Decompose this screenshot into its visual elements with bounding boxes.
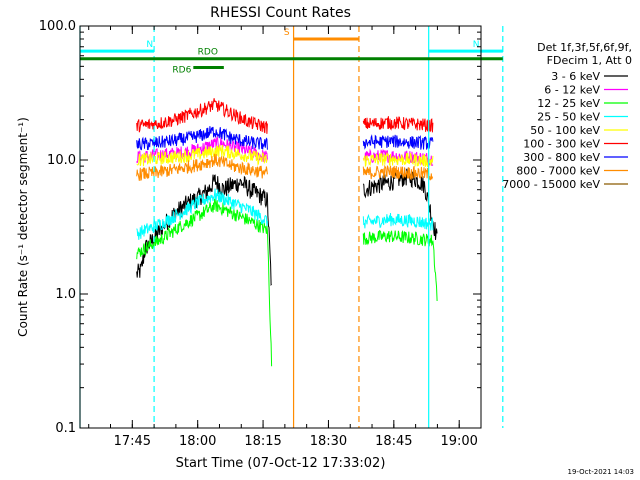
plot-frame xyxy=(79,25,482,429)
legend-entry-label: 7000 - 15000 keV xyxy=(502,178,600,191)
x-tick-label: 18:00 xyxy=(179,434,216,449)
legend-entry-label: 100 - 300 keV xyxy=(523,138,600,151)
series-line xyxy=(136,144,268,167)
series-line xyxy=(362,116,434,133)
chart-title: RHESSI Count Rates xyxy=(210,5,351,21)
y-tick-label: 100.0 xyxy=(39,19,76,34)
state-label: RD6 xyxy=(172,66,191,76)
x-axis-label: Start Time (07-Oct-12 17:33:02) xyxy=(176,456,386,471)
state-label: RDO xyxy=(198,48,218,58)
series-line xyxy=(136,198,273,367)
y-axis-label: Count Rate (s⁻¹ detector segment⁻¹) xyxy=(16,117,30,337)
series-line xyxy=(136,188,268,240)
legend-header-line: FDecim 1, Att 0 xyxy=(546,54,632,67)
y-tick-label: 1.0 xyxy=(55,287,76,302)
legend-entry-label: 800 - 7000 keV xyxy=(516,165,600,178)
series-line xyxy=(136,174,272,287)
series-line xyxy=(362,164,434,181)
x-tick-label: 19:00 xyxy=(440,434,477,449)
legend-header-line: Det 1f,3f,5f,6f,9f, xyxy=(537,41,632,54)
state-label: N xyxy=(473,40,480,50)
legend-header: Det 1f,3f,5f,6f,9f, FDecim 1, Att 0 xyxy=(537,41,632,67)
legend-entry-label: 12 - 25 keV xyxy=(537,97,600,110)
x-tick-label: 17:45 xyxy=(114,434,151,449)
series-line xyxy=(136,98,268,134)
state-label: N xyxy=(146,40,153,50)
legend-entry-label: 3 - 6 keV xyxy=(551,70,600,83)
x-tick-label: 18:15 xyxy=(244,434,281,449)
series-line xyxy=(362,168,438,240)
state-label: S xyxy=(284,28,290,38)
y-tick-label: 10.0 xyxy=(47,153,76,168)
series-line xyxy=(136,126,268,151)
x-tick-label: 18:45 xyxy=(375,434,412,449)
legend-entry-label: 50 - 100 keV xyxy=(530,124,600,137)
series-line xyxy=(362,212,434,231)
y-tick-label: 0.1 xyxy=(55,421,76,436)
legend-entry-label: 6 - 12 keV xyxy=(544,84,600,97)
series-line xyxy=(136,153,268,181)
legend-entry-label: 25 - 50 keV xyxy=(537,111,600,124)
series-line xyxy=(362,152,434,168)
legend-entry-label: 300 - 800 keV xyxy=(523,151,600,164)
series-line xyxy=(362,229,438,302)
x-tick-label: 18:30 xyxy=(310,434,347,449)
footer-timestamp: 19-Oct-2021 14:03 xyxy=(567,468,634,476)
series-line xyxy=(362,134,434,150)
